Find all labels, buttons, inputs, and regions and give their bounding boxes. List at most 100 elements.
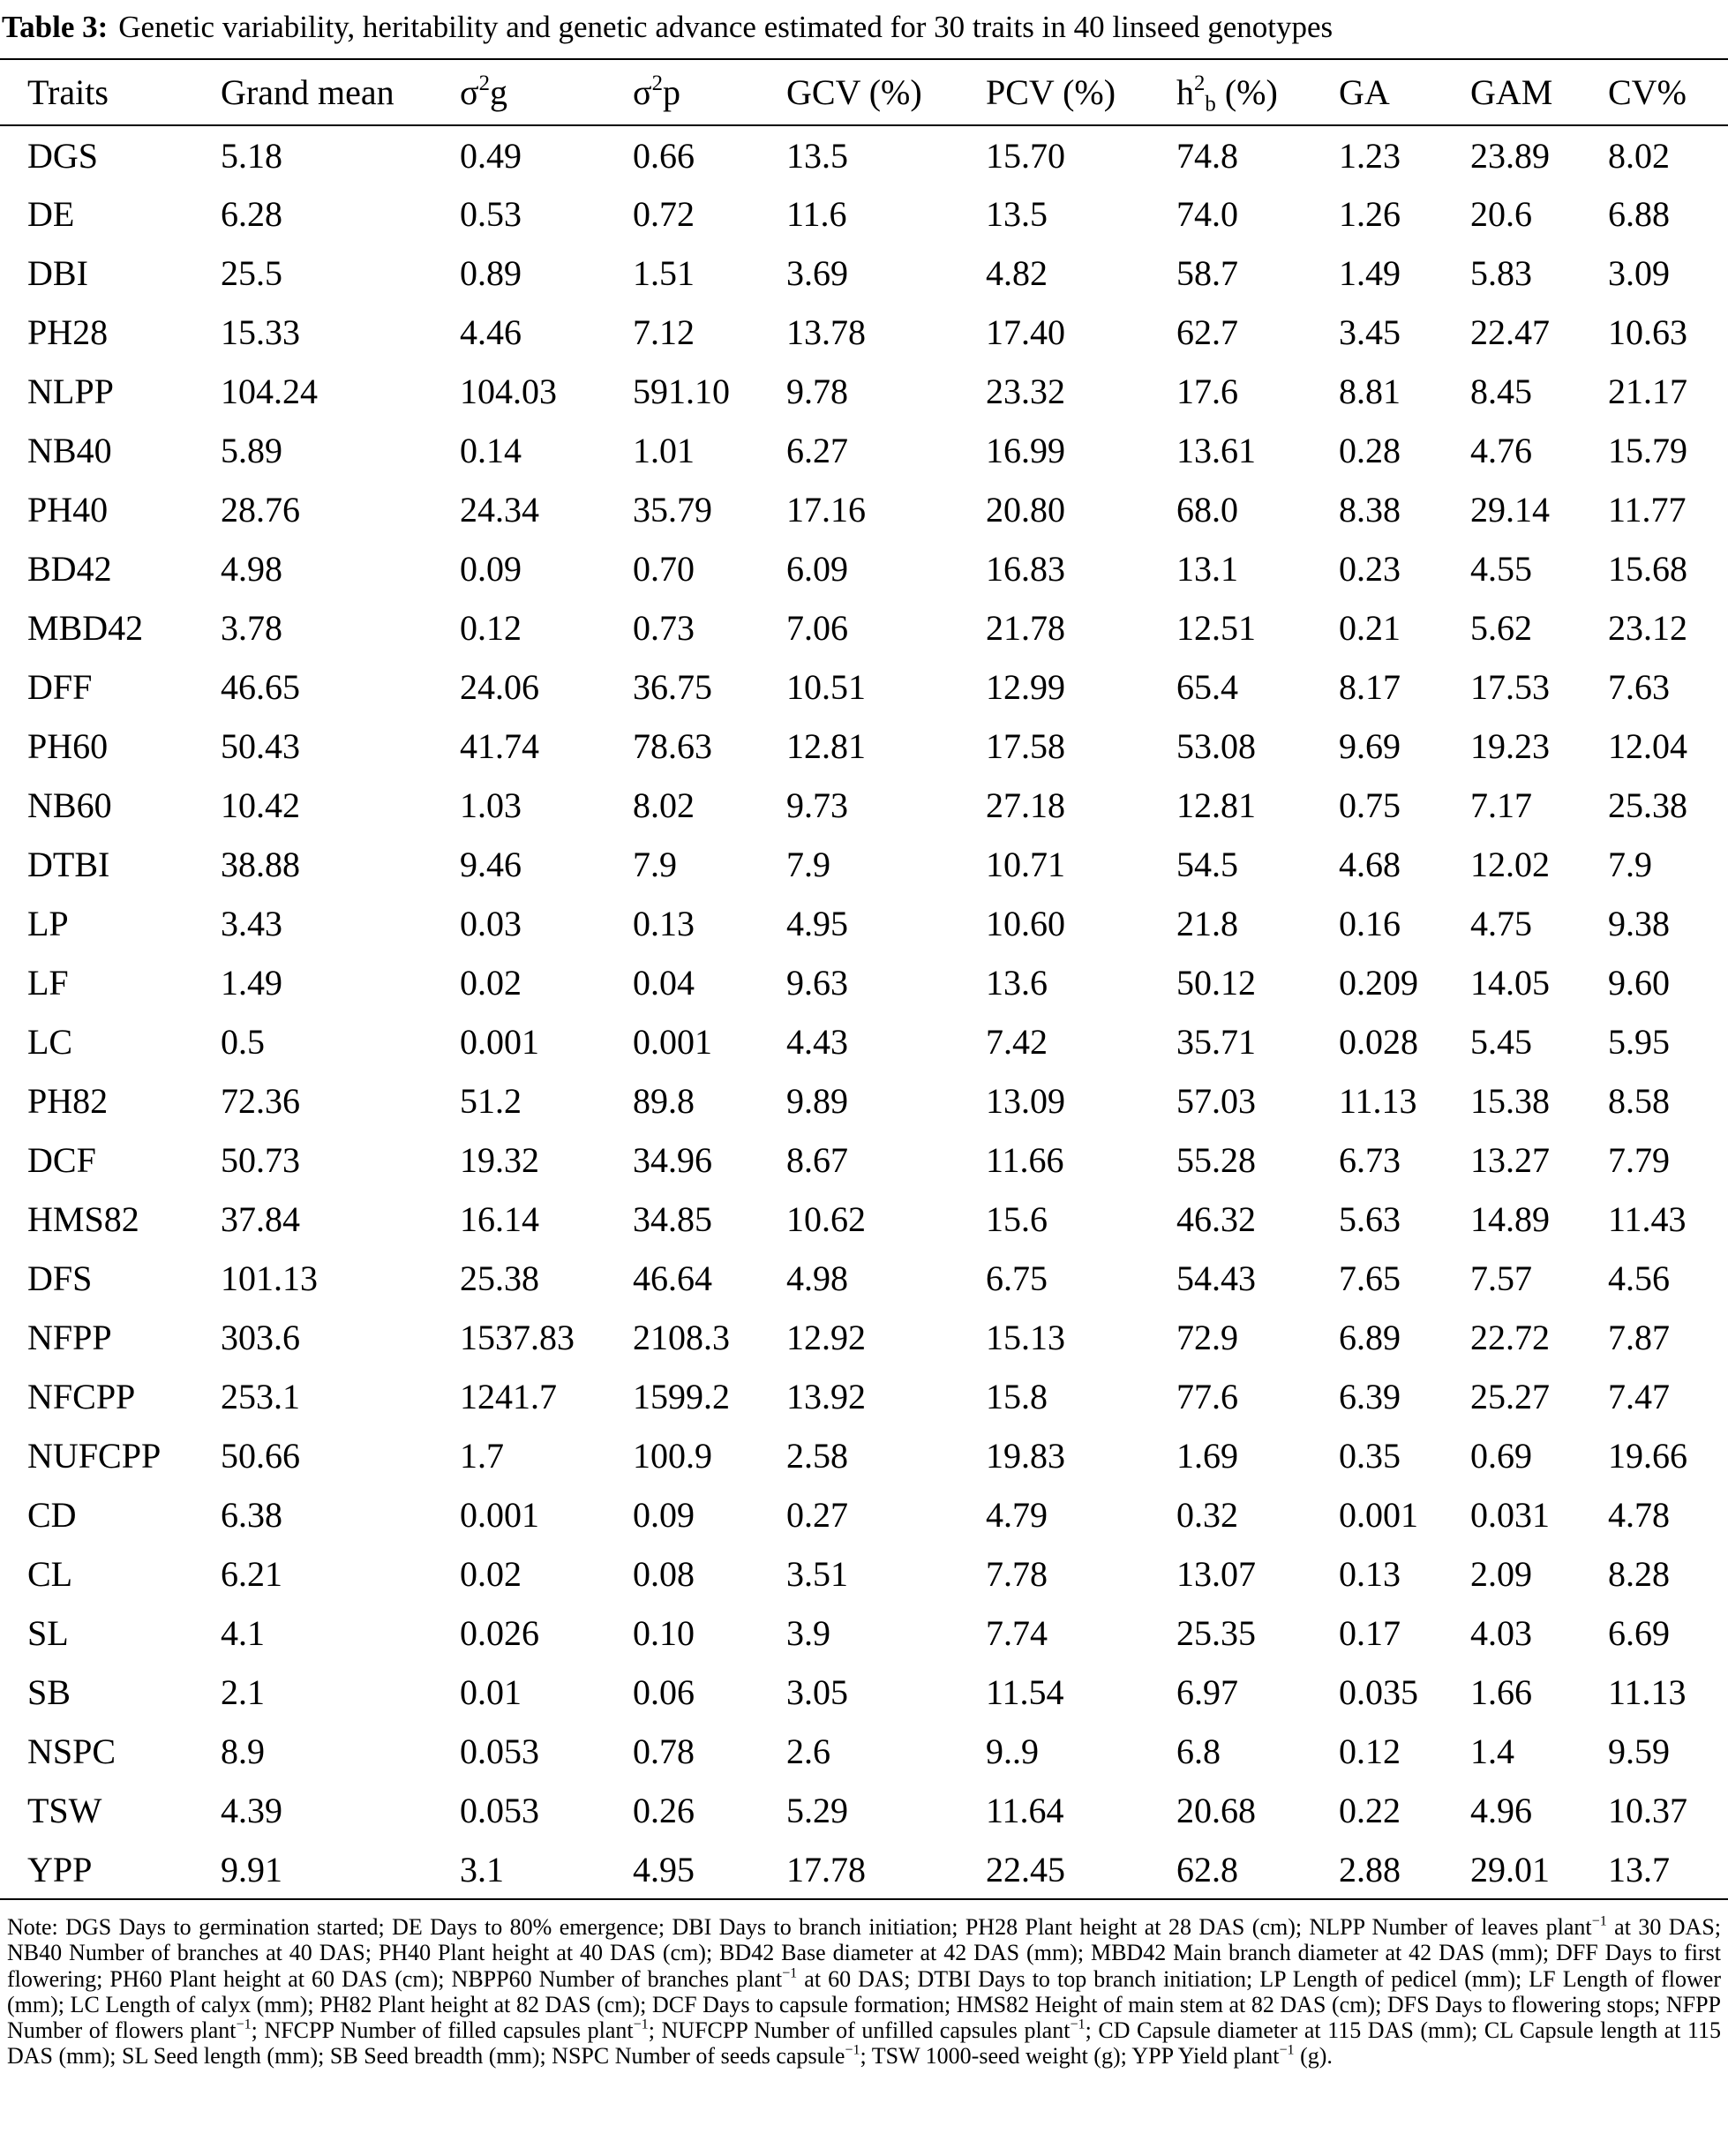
value-cell: 0.22	[1339, 1791, 1401, 1830]
text: at 30 DAS; NB40 Number of branches at 40…	[7, 1914, 1722, 1992]
header-cell: GCV (%)	[786, 58, 986, 126]
value-cell: 65.4	[1176, 667, 1238, 707]
value-cell: 6.39	[1339, 1377, 1401, 1416]
trait-cell: TSW	[27, 1791, 102, 1830]
trait-cell: SL	[27, 1613, 69, 1653]
value-cell: 34.96	[633, 1140, 712, 1180]
value-cell: 1.4	[1470, 1732, 1514, 1771]
value-cell: 0.13	[1339, 1554, 1401, 1594]
value-cell: 1.01	[633, 431, 695, 470]
value-cell: 46.65	[221, 667, 300, 707]
trait-cell: NB60	[27, 785, 112, 825]
trait-cell: CD	[27, 1495, 77, 1535]
value-cell: 1.7	[460, 1436, 504, 1476]
value-cell: 16.83	[986, 549, 1065, 589]
trait-cell: DCF	[27, 1140, 96, 1180]
text: h	[1176, 72, 1194, 112]
value-cell: 253.1	[221, 1377, 300, 1416]
value-cell: 2.6	[786, 1732, 830, 1771]
value-cell: 0.209	[1339, 963, 1418, 1003]
value-cell: 19.83	[986, 1436, 1065, 1476]
table-row: HMS82 37.84 16.14 34.85 10.62 15.6 46.32 5.63 14…	[0, 1190, 1728, 1249]
value-cell: 0.001	[633, 1022, 712, 1062]
value-cell: 17.53	[1470, 667, 1550, 707]
trait-cell: LF	[27, 963, 69, 1003]
value-cell: 12.92	[786, 1318, 866, 1357]
value-cell: 11.6	[786, 194, 847, 234]
value-cell: 9.78	[786, 372, 848, 411]
text: g	[489, 72, 507, 112]
value-cell: 36.75	[633, 667, 712, 707]
value-cell: 7.65	[1339, 1258, 1401, 1298]
value-cell: 9..9	[986, 1732, 1039, 1771]
value-cell: 46.32	[1176, 1199, 1256, 1239]
table-row: CL 6.21 0.02 0.08 3.51 7.78 13.07 0.13 2.09 8.28	[0, 1544, 1728, 1604]
value-cell: 5.18	[221, 135, 282, 176]
value-cell: 11.66	[986, 1140, 1064, 1180]
value-cell: 74.0	[1176, 194, 1238, 234]
value-cell: 11.54	[986, 1672, 1064, 1712]
value-cell: 9.38	[1608, 904, 1670, 943]
value-cell: 3.69	[786, 253, 848, 293]
table-row: BD42 4.98 0.09 0.70 6.09 16.83 13.1 0.23 4.55 15.…	[0, 539, 1728, 598]
text: ; NFCPP Number of filled capsules plant	[251, 2017, 634, 2044]
value-cell: 8.28	[1608, 1554, 1670, 1594]
table-row: PH60 50.43 41.74 78.63 12.81 17.58 53.08 9.69 19…	[0, 717, 1728, 776]
value-cell: 13.5	[986, 194, 1048, 234]
value-cell: 74.8	[1176, 135, 1238, 176]
value-cell: 9.91	[221, 1840, 460, 1900]
value-cell: 15.70	[986, 135, 1065, 176]
value-cell: 77.6	[1176, 1377, 1238, 1416]
superscript: −1	[1070, 2017, 1086, 2032]
value-cell: 11.64	[986, 1791, 1064, 1830]
value-cell: 4.55	[1470, 549, 1532, 589]
value-cell: 50.43	[221, 726, 300, 766]
value-cell: 12.81	[786, 726, 866, 766]
value-cell: 6.89	[1339, 1318, 1401, 1357]
table-row: DE 6.28 0.53 0.72 11.6 13.5 74.0 1.26 20.6 6.88	[0, 184, 1728, 244]
value-cell: 8.02	[1608, 135, 1670, 176]
value-cell: 4.76	[1470, 431, 1532, 470]
value-cell: 2.1	[221, 1672, 265, 1712]
value-cell: 1.23	[1339, 135, 1401, 176]
value-cell: 19.32	[460, 1140, 539, 1180]
value-cell: 7.17	[1470, 785, 1532, 825]
value-cell: 13.1	[1176, 549, 1238, 589]
table-row: TSW 4.39 0.053 0.26 5.29 11.64 20.68 0.22 4.96 10…	[0, 1781, 1728, 1840]
value-cell: 13.07	[1176, 1554, 1256, 1594]
value-cell: 0.13	[633, 904, 695, 943]
value-cell: 19.23	[1470, 726, 1550, 766]
value-cell: 11.13	[1608, 1672, 1687, 1712]
value-cell: 10.63	[1608, 312, 1687, 352]
trait-cell: SB	[27, 1672, 71, 1712]
trait-cell: DFS	[27, 1258, 93, 1298]
value-cell: 50.66	[221, 1436, 300, 1476]
value-cell: 0.14	[460, 431, 522, 470]
value-cell: 54.5	[1176, 845, 1238, 884]
value-cell: 4.43	[786, 1022, 848, 1062]
value-cell: 4.98	[786, 1258, 848, 1298]
value-cell: 6.69	[1608, 1613, 1670, 1653]
value-cell: 11.13	[1339, 1081, 1417, 1121]
value-cell: 1.26	[1339, 194, 1401, 234]
trait-cell: PH82	[27, 1081, 109, 1121]
trait-cell: NUFCPP	[27, 1436, 162, 1476]
value-cell: 0.01	[460, 1672, 522, 1712]
value-cell: 0.031	[1470, 1495, 1550, 1535]
value-cell: 25.27	[1470, 1377, 1550, 1416]
trait-cell: NSPC	[27, 1732, 116, 1771]
value-cell: 4.95	[786, 904, 848, 943]
table-row: NB60 10.42 1.03 8.02 9.73 27.18 12.81 0.75 7.17 2…	[0, 776, 1728, 835]
trait-cell: DGS	[27, 135, 99, 176]
value-cell: 7.9	[633, 845, 677, 884]
value-cell: 1.49	[221, 963, 282, 1003]
value-cell: 3.09	[1608, 253, 1670, 293]
value-cell: 3.1	[460, 1840, 633, 1900]
value-cell: 7.57	[1470, 1258, 1532, 1298]
value-cell: 3.05	[786, 1672, 848, 1712]
value-cell: 15.79	[1608, 431, 1687, 470]
value-cell: 17.40	[986, 312, 1065, 352]
value-cell: 28.76	[221, 490, 300, 530]
value-cell: 0.70	[633, 549, 695, 589]
value-cell: 104.24	[221, 372, 318, 411]
